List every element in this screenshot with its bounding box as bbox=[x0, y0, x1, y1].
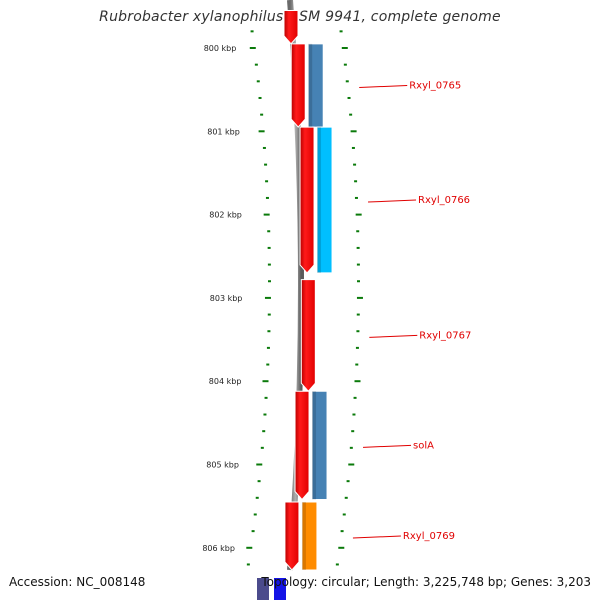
gene-arrow[interactable] bbox=[284, 501, 300, 571]
axis-tick-label: 804 kbp bbox=[209, 377, 242, 386]
gene-arrow[interactable] bbox=[299, 126, 315, 274]
axis-tick-label: 802 kbp bbox=[209, 211, 242, 220]
map-title: Rubrobacter xylanophilus DSM 9941, compl… bbox=[99, 9, 501, 25]
gene-label[interactable]: Rxyl_0766 bbox=[418, 195, 470, 206]
legend-chips bbox=[257, 578, 286, 600]
gene-arrow[interactable] bbox=[290, 43, 306, 128]
legend-chip-navy bbox=[257, 578, 269, 600]
axis-tick-label: 806 kbp bbox=[202, 544, 235, 553]
gene-label[interactable]: Rxyl_0767 bbox=[419, 330, 471, 341]
axis-tick-label: 800 kbp bbox=[204, 44, 237, 53]
gene-label-leader bbox=[369, 334, 418, 338]
gene-product-bar[interactable] bbox=[311, 390, 328, 500]
gene-label-leader bbox=[359, 84, 408, 88]
axis-tick-label: 803 kbp bbox=[210, 294, 243, 303]
gene-product-shade bbox=[301, 501, 306, 570]
gene-arrow[interactable] bbox=[294, 390, 310, 501]
gene-label-leader bbox=[352, 535, 401, 539]
gene-label-leader bbox=[363, 444, 412, 448]
gene-product-shade bbox=[308, 43, 313, 128]
gene-label[interactable]: Rxyl_0765 bbox=[409, 80, 461, 91]
legend-chip-blue bbox=[274, 578, 286, 600]
gene-label[interactable]: Rxyl_0769 bbox=[403, 531, 455, 542]
gene-label-leader bbox=[368, 199, 417, 203]
axis-tick-label: 805 kbp bbox=[206, 461, 239, 470]
gene-product-shade bbox=[312, 391, 317, 500]
accession-text: Accession: NC_008148 bbox=[9, 575, 146, 589]
axis-tick-label: 801 kbp bbox=[207, 127, 240, 136]
genome-stats: Topology: circular; Length: 3,225,748 bp… bbox=[261, 575, 591, 589]
gene-arrow[interactable] bbox=[283, 10, 299, 45]
gene-label[interactable]: solA bbox=[413, 440, 434, 451]
gene-product-shade bbox=[317, 127, 322, 273]
gene-arrow[interactable] bbox=[300, 279, 316, 392]
gene-product-bar[interactable] bbox=[316, 126, 333, 274]
gene-product-bar[interactable] bbox=[301, 501, 318, 571]
